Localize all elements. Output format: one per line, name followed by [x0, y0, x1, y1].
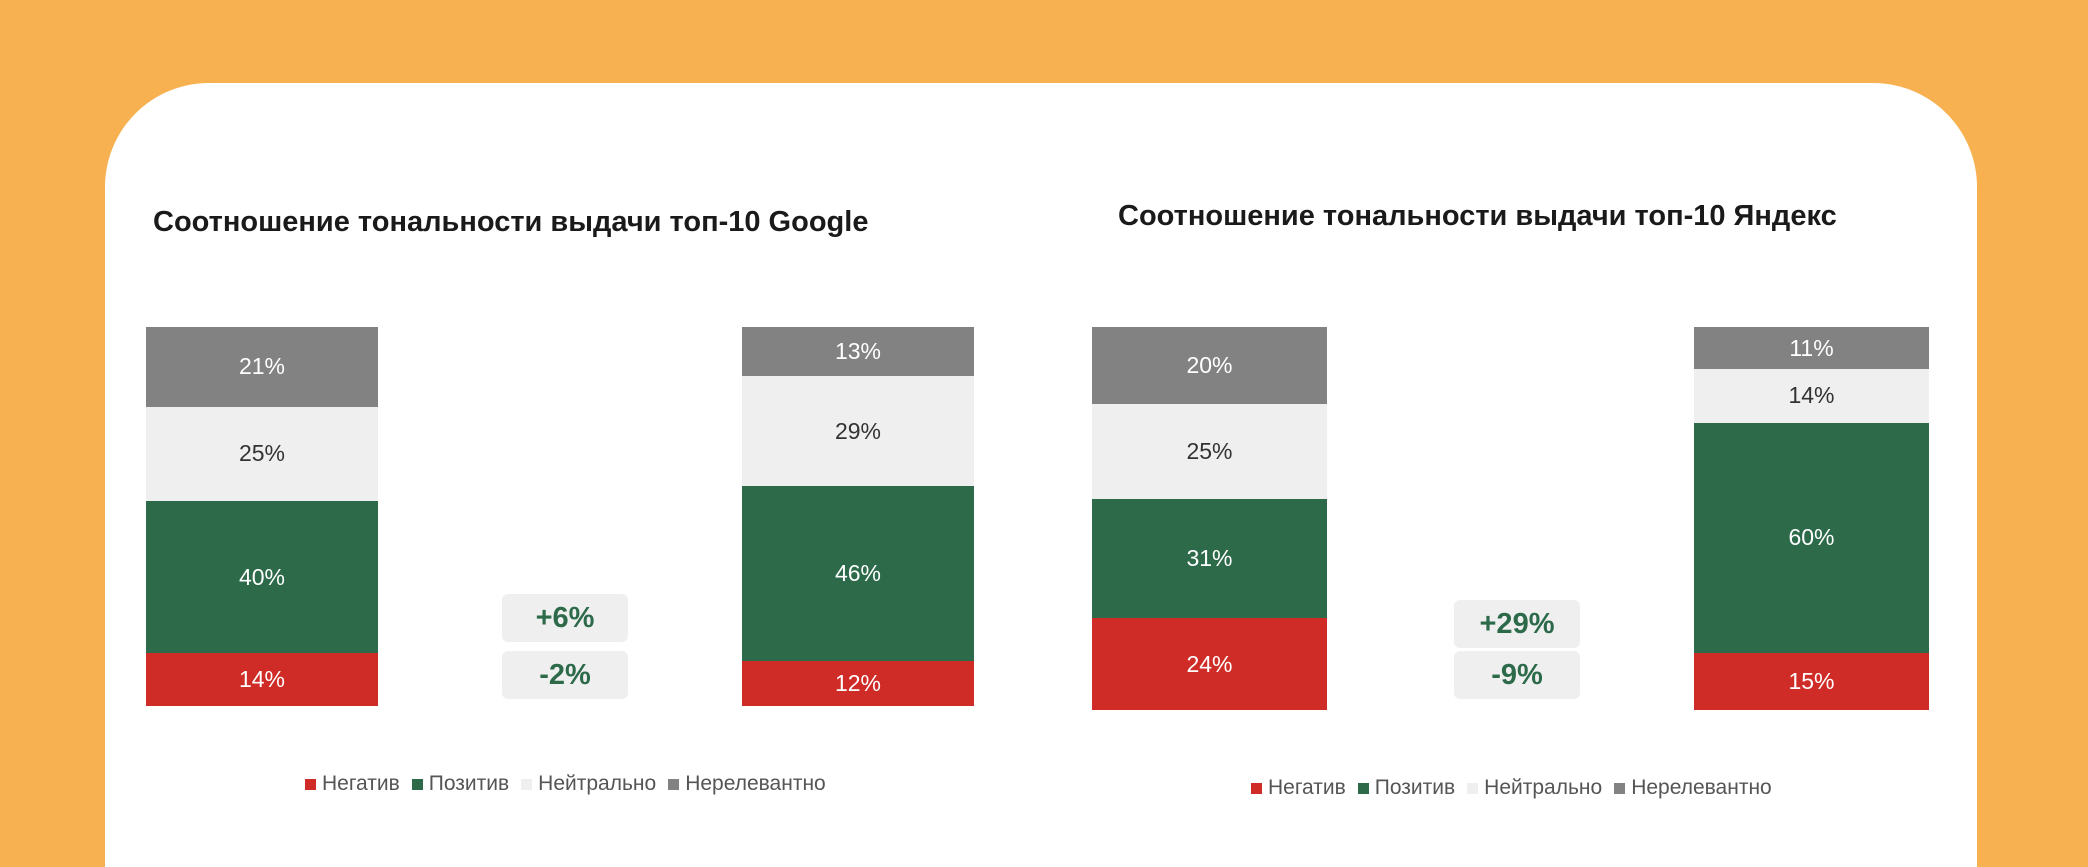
stacked-bar-2: 12% 46% 29% 13%: [742, 327, 974, 706]
legend-swatch: [668, 778, 680, 790]
bar-segment-negative: 14%: [146, 652, 378, 706]
chart-title: Соотношение тональности выдачи топ-10 Ян…: [1118, 200, 1837, 232]
legend: Негатив Позитив Нейтрально Нерелевантно: [305, 772, 838, 796]
data-label: 12%: [834, 669, 882, 696]
data-label: 20%: [1186, 351, 1233, 378]
chart-title: Соотношение тональности выдачи топ-10 Go…: [153, 206, 869, 238]
legend-label: Негатив: [1268, 776, 1346, 799]
legend-label: Позитив: [1374, 776, 1456, 799]
legend-swatch: [1251, 782, 1262, 794]
legend-item-positive: Позитив: [411, 772, 510, 796]
bar-segment-neutral: 14%: [1694, 369, 1929, 423]
data-label: 29%: [834, 417, 882, 444]
bar-segment-neutral: 25%: [146, 406, 378, 502]
legend-swatch: [305, 778, 316, 790]
bar-segment-irrelevant: 11%: [1694, 327, 1929, 370]
bar-segment-neutral: 25%: [1092, 403, 1327, 500]
data-label: 60%: [1788, 524, 1835, 551]
bar-segment-neutral: 29%: [742, 376, 974, 487]
data-label: 31%: [1186, 545, 1233, 572]
data-label: 46%: [834, 559, 882, 586]
legend-label: Нейтрально: [1484, 776, 1603, 799]
legend-label: Нерелевантно: [1631, 776, 1772, 799]
delta-positive: +29%: [1454, 600, 1580, 648]
data-label: 14%: [238, 665, 286, 692]
legend-swatch: [1357, 782, 1369, 794]
bar-segment-positive: 46%: [742, 486, 974, 661]
data-label: 24%: [1186, 650, 1233, 677]
stacked-bar-1: 14% 40% 25% 21%: [146, 327, 378, 706]
bar-segment-irrelevant: 21%: [146, 327, 378, 407]
legend-label: Негатив: [322, 772, 400, 795]
bar-segment-positive: 40%: [146, 501, 378, 653]
data-label: 21%: [238, 353, 286, 380]
bar-segment-negative: 12%: [742, 660, 974, 706]
legend-item-irrelevant: Нерелевантно: [1614, 776, 1772, 800]
legend-item-positive: Позитив: [1357, 776, 1456, 800]
bar-segment-irrelevant: 13%: [742, 327, 974, 377]
bar-segment-positive: 31%: [1092, 499, 1327, 619]
bar-segment-irrelevant: 20%: [1092, 327, 1327, 404]
legend-item-neutral: Нейтрально: [1467, 776, 1602, 800]
legend-swatch: [411, 778, 423, 790]
bar-segment-positive: 60%: [1694, 422, 1929, 653]
legend-label: Нейтрально: [538, 772, 657, 795]
legend-item-negative: Негатив: [305, 772, 400, 796]
bar-segment-negative: 15%: [1694, 652, 1929, 710]
data-label: 25%: [238, 440, 286, 467]
data-label: 14%: [1788, 382, 1835, 409]
content-card: [105, 83, 1977, 867]
stacked-bar-1: 24% 31% 25% 20%: [1092, 327, 1327, 710]
legend-item-negative: Негатив: [1251, 776, 1346, 800]
legend-swatch: [521, 778, 533, 790]
stacked-bar-2: 15% 60% 14% 11%: [1694, 327, 1929, 710]
delta-negative: -2%: [502, 651, 628, 699]
delta-negative: -9%: [1454, 651, 1580, 699]
legend-swatch: [1467, 782, 1479, 794]
legend: Негатив Позитив Нейтрально Нерелевантно: [1251, 776, 1784, 800]
delta-positive: +6%: [502, 594, 628, 642]
data-label: 25%: [1186, 437, 1233, 464]
legend-item-neutral: Нейтрально: [521, 772, 656, 796]
data-label: 15%: [1788, 667, 1835, 694]
legend-label: Позитив: [428, 772, 510, 795]
legend-label: Нерелевантно: [685, 772, 826, 795]
bar-segment-negative: 24%: [1092, 618, 1327, 710]
data-label: 13%: [834, 338, 882, 365]
data-label: 40%: [238, 563, 286, 590]
data-label: 11%: [1789, 334, 1834, 361]
legend-swatch: [1614, 782, 1626, 794]
legend-item-irrelevant: Нерелевантно: [668, 772, 826, 796]
